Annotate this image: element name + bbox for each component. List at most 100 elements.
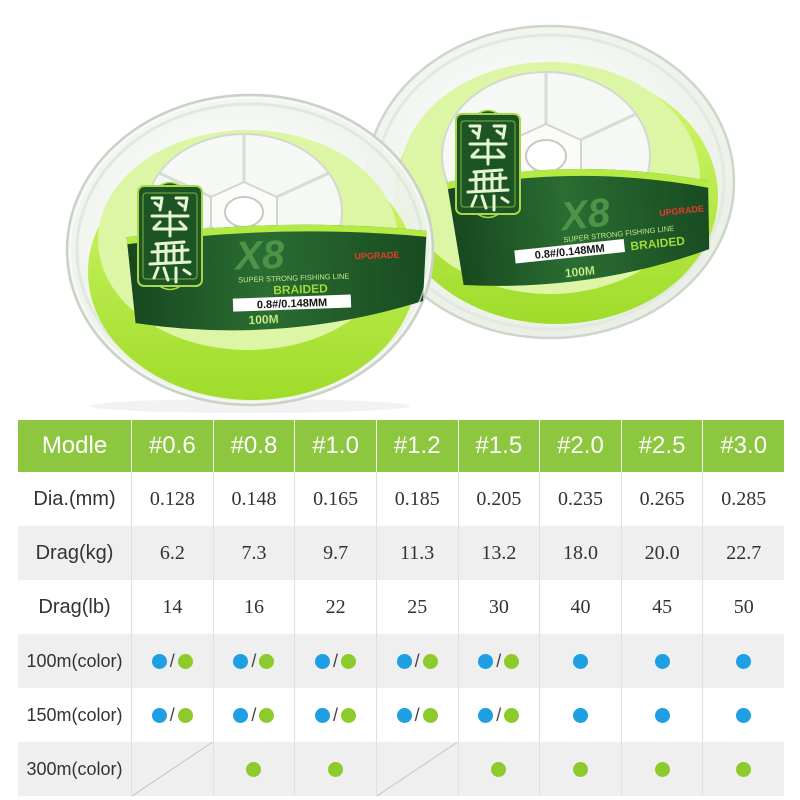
table-row: Drag(lb) 14 16 22 25 30 40 45 50 (18, 580, 784, 634)
green-color-dot (246, 761, 262, 777)
table-cell: 13.2 (457, 526, 540, 580)
hub-hole (525, 139, 567, 173)
color-cell: / (131, 688, 213, 742)
table-cell: 18.0 (539, 526, 621, 580)
color-row: 300m(color) (18, 742, 784, 796)
label-line-type: BRAIDED (630, 234, 686, 254)
table-cell: 22.7 (702, 526, 784, 580)
green-color-dot (504, 707, 520, 723)
table-cell: 9.7 (294, 526, 376, 580)
table-cell: 0.128 (131, 472, 213, 526)
color-cell: / (294, 688, 376, 742)
color-separator: / (333, 650, 339, 671)
color-separator: / (169, 650, 175, 671)
table-cell: 16 (212, 580, 295, 634)
green-color-dot (422, 653, 438, 669)
blue-color-dot (654, 653, 670, 669)
green-color-dot (491, 761, 507, 777)
color-cell (539, 688, 621, 742)
color-cell (539, 634, 621, 688)
unavailable-slash (132, 742, 213, 796)
table-cell: 45 (620, 580, 703, 634)
table-cell: 50 (702, 580, 784, 634)
color-cell (702, 688, 784, 742)
table-cell: 0.148 (212, 472, 295, 526)
blue-color-dot (315, 653, 331, 669)
spool-right: X8 UPGRADE SUPER STRONG FISHING LINE 0.8… (364, 24, 736, 340)
label-spec: 0.8#/0.148MM (257, 297, 328, 311)
table-cell: 6.2 (131, 526, 213, 580)
color-separator: / (414, 704, 420, 725)
column-header: #0.6 (131, 420, 213, 472)
table-cell: 7.3 (212, 526, 295, 580)
green-color-dot (572, 761, 588, 777)
brand-logo (454, 109, 522, 219)
row-label: Dia.(mm) (33, 487, 116, 510)
color-row: 100m(color) / / / / / (18, 634, 784, 688)
color-cell (457, 742, 540, 796)
color-cell: / (294, 634, 376, 688)
blue-color-dot (478, 707, 494, 723)
hub-hole (224, 196, 264, 228)
table-cell: 22 (294, 580, 376, 634)
color-cell (702, 634, 784, 688)
blue-color-dot (315, 707, 331, 723)
table-cell: 30 (457, 580, 540, 634)
color-separator: / (333, 704, 339, 725)
table-cell: 25 (375, 580, 458, 634)
table-cell: 0.185 (375, 472, 458, 526)
table-cell: 0.205 (457, 472, 540, 526)
spool-left: X8 UPGRADE SUPER STRONG FISHING LINE BRA… (65, 93, 435, 407)
header-label: Modle (41, 432, 108, 459)
label-badge: UPGRADE (354, 250, 399, 262)
green-color-dot (259, 707, 275, 723)
color-cell (620, 742, 703, 796)
table-cell: 14 (131, 580, 213, 634)
color-cell (131, 742, 213, 796)
column-header: #2.5 (620, 420, 703, 472)
color-row: 150m(color) / / / / / (18, 688, 784, 742)
color-cell: / (375, 634, 458, 688)
color-separator: / (169, 704, 175, 725)
color-cell (539, 742, 621, 796)
color-cell (620, 688, 703, 742)
flange-highlight (69, 97, 431, 403)
color-cell: / (212, 634, 295, 688)
column-header: #1.5 (457, 420, 540, 472)
unavailable-slash (377, 742, 458, 796)
color-cell (375, 742, 458, 796)
blue-color-dot (396, 653, 412, 669)
label-spec-stripe (514, 239, 626, 264)
blue-color-dot (478, 653, 494, 669)
color-separator: / (251, 704, 257, 725)
label-model: X8 (233, 233, 286, 279)
color-separator: / (414, 650, 420, 671)
label-length: 100M (248, 312, 279, 327)
blue-color-dot (736, 707, 752, 723)
slash-line (377, 742, 458, 796)
brand-logo (136, 181, 204, 291)
green-color-dot (259, 653, 275, 669)
table-row: Dia.(mm) 0.128 0.148 0.165 0.185 0.205 0.235 0.… (18, 472, 784, 526)
table-cell: 0.285 (702, 472, 784, 526)
color-cell: / (131, 634, 213, 688)
blue-color-dot (572, 707, 588, 723)
green-color-dot (504, 653, 520, 669)
blue-color-dot (233, 653, 249, 669)
blue-color-dot (151, 707, 167, 723)
column-header: #3.0 (702, 420, 784, 472)
green-color-dot (341, 653, 357, 669)
table-row: Drag(kg) 6.2 7.3 9.7 11.3 13.2 18.0 20.0 22.7 (18, 526, 784, 580)
blue-color-dot (572, 653, 588, 669)
color-cell: / (212, 688, 295, 742)
row-label: 100m(color) (26, 650, 123, 671)
label-length: 100M (564, 263, 595, 280)
table-header-row: Modle #0.6 #0.8 #1.0 #1.2 #1.5 #2.0 #2.5 #3.0 (18, 420, 784, 472)
label-badge: UPGRADE (659, 204, 705, 219)
blue-color-dot (396, 707, 412, 723)
blue-color-dot (736, 653, 752, 669)
color-cell (212, 742, 295, 796)
table-cell: 40 (539, 580, 621, 634)
table-cell: 0.265 (620, 472, 703, 526)
color-cell: / (457, 634, 540, 688)
